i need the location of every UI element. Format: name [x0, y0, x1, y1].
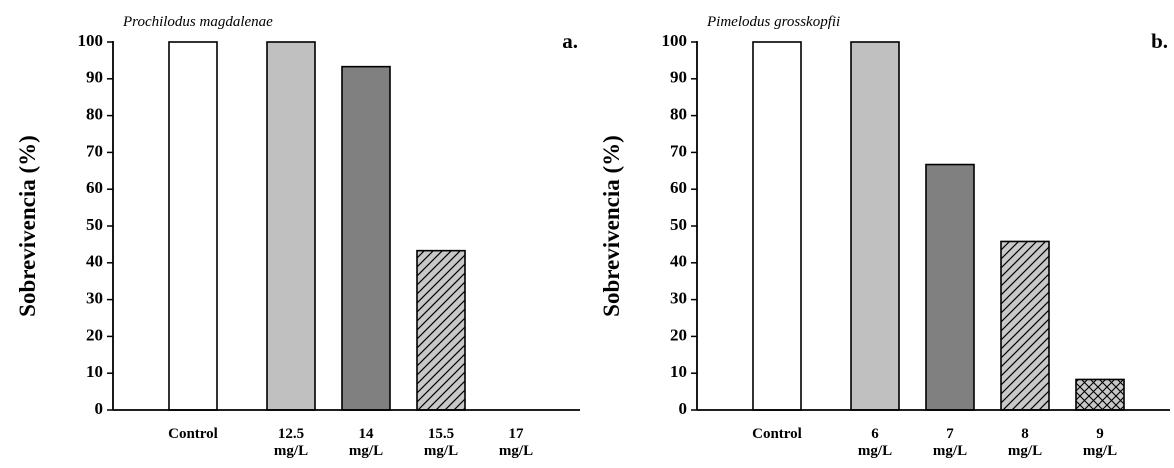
y-tick-label: 0 [95, 399, 104, 418]
bar [341, 65, 391, 411]
bar [416, 249, 466, 411]
y-tick-label: 70 [86, 141, 103, 160]
y-tick-label: 20 [86, 325, 103, 344]
y-tick-label: 30 [670, 289, 687, 308]
y-axis-label: Sobrevivencia (%) [599, 135, 624, 317]
y-tick-label: 50 [86, 215, 103, 234]
y-tick-label: 10 [86, 362, 103, 381]
x-tick-label: 8 mg/L [1007, 426, 1043, 459]
x-tick-label: 15.5 mg/L [423, 426, 459, 459]
bar [1000, 240, 1050, 411]
bar [266, 41, 316, 411]
y-tick-label: 70 [670, 141, 687, 160]
x-tick-label: 14 mg/L [348, 426, 384, 459]
bar [752, 41, 802, 411]
x-tick-label: 6 mg/L [857, 426, 893, 459]
bar [850, 41, 900, 411]
panel-label: a. [562, 29, 578, 53]
y-tick-label: 60 [670, 178, 687, 197]
chart-title: Prochilodus magdalenae [122, 14, 273, 30]
y-tick-label: 20 [670, 325, 687, 344]
x-tick-label: 7 mg/L [932, 426, 968, 459]
chart-title: Pimelodus grosskopfii [706, 14, 840, 30]
y-tick-label: 10 [670, 362, 687, 381]
y-tick-label: 50 [670, 215, 687, 234]
bar [168, 41, 218, 411]
y-tick-label: 100 [662, 31, 688, 50]
x-tick-label: 9 mg/L [1082, 426, 1118, 459]
x-tick-label: Control [168, 426, 218, 442]
y-tick-label: 100 [78, 31, 104, 50]
y-tick-label: 0 [679, 399, 688, 418]
x-tick-label: 12.5 mg/L [273, 426, 309, 459]
x-tick-label: 17 mg/L [498, 426, 534, 459]
y-tick-label: 80 [670, 105, 687, 124]
y-tick-label: 90 [86, 68, 103, 87]
y-tick-label: 40 [670, 252, 687, 271]
y-axis-label: Sobrevivencia (%) [15, 135, 40, 317]
x-tick-label: Control [752, 426, 802, 442]
y-tick-label: 60 [86, 178, 103, 197]
y-tick-label: 90 [670, 68, 687, 87]
bar [1075, 378, 1125, 411]
y-tick-label: 80 [86, 105, 103, 124]
y-tick-label: 40 [86, 252, 103, 271]
y-tick-label: 30 [86, 289, 103, 308]
panel-label: b. [1151, 29, 1168, 53]
bar [925, 163, 975, 411]
